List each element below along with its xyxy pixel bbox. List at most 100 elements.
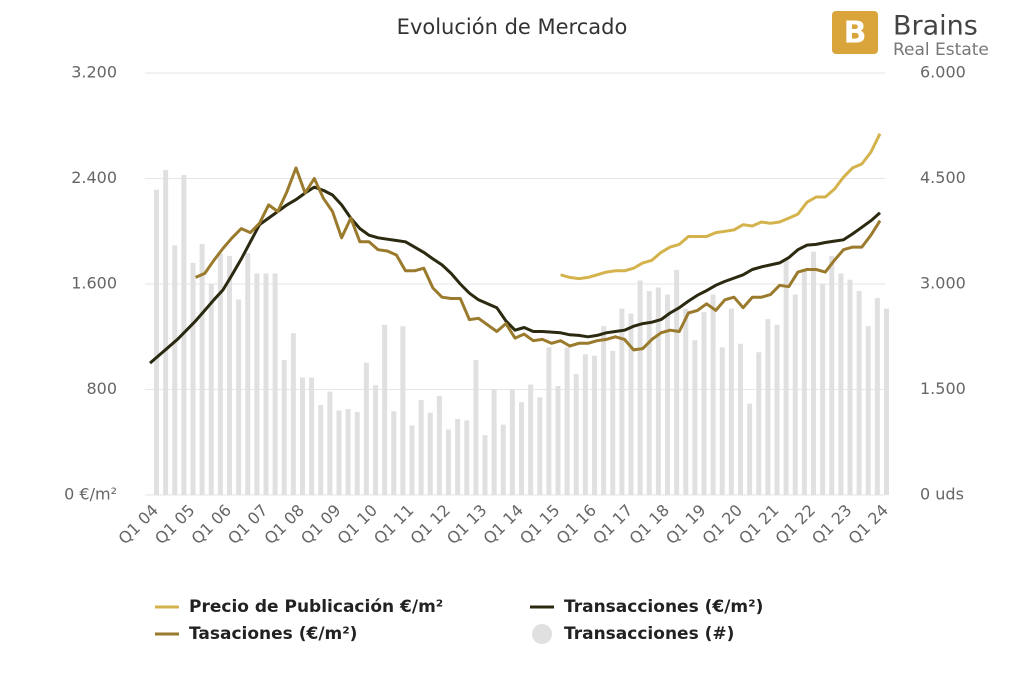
bar: [674, 269, 680, 495]
bar: [190, 262, 196, 495]
bar: [537, 397, 543, 495]
bar: [163, 170, 169, 495]
bar: [628, 313, 634, 495]
bar: [792, 294, 798, 495]
bar: [619, 308, 625, 495]
bar: [245, 253, 251, 495]
bar: [500, 424, 506, 495]
bar: [719, 347, 725, 495]
x-tick-label: Q1 08: [260, 501, 308, 549]
bar: [555, 385, 561, 495]
bar: [427, 412, 433, 495]
x-tick-label: Q1 18: [625, 501, 673, 549]
legend-label: Transacciones (#): [564, 624, 734, 644]
bar: [765, 319, 771, 495]
bar: [327, 391, 333, 495]
x-tick-label: Q1 05: [151, 501, 199, 549]
bar: [665, 294, 670, 495]
bar: [446, 429, 451, 495]
line: [560, 133, 882, 281]
y-tick-label: 3.200: [71, 63, 117, 82]
bar: [464, 420, 470, 495]
bar: [373, 385, 378, 495]
x-tick-label: Q1 13: [443, 501, 491, 549]
bar: [829, 255, 835, 495]
bar: [738, 343, 743, 495]
bar: [692, 340, 698, 495]
logo-letter: B: [844, 16, 867, 51]
y-tick-label: 1.600: [71, 274, 117, 293]
x-tick-label: Q1 22: [771, 501, 819, 549]
legend-label: Tasaciones (€/m²): [189, 624, 357, 644]
brand-tagline: Real Estate: [893, 40, 989, 60]
x-tick-label: Q1 07: [224, 501, 272, 549]
bar: [208, 284, 214, 495]
bar: [637, 280, 643, 495]
bar: [811, 251, 816, 495]
logo-icon: [832, 11, 878, 54]
x-tick-label: Q1 16: [552, 501, 600, 549]
bar: [756, 352, 762, 495]
bar: [409, 425, 415, 495]
x-tick-label: Q1 23: [808, 501, 856, 549]
bar: [683, 308, 689, 495]
bar: [236, 299, 242, 495]
y2-tick-label: 0 uds: [920, 485, 964, 504]
bar: [820, 284, 826, 495]
legend-symbol: [532, 624, 552, 644]
bar: [610, 350, 616, 495]
x-tick-label: Q1 14: [479, 501, 527, 549]
x-tick-label: Q1 09: [297, 501, 345, 549]
bar: [391, 411, 397, 495]
bar: [519, 402, 524, 495]
bar: [400, 326, 406, 495]
bar: [528, 384, 534, 495]
bar: [592, 355, 597, 495]
line: [195, 166, 882, 352]
bar: [884, 308, 889, 495]
bar: [838, 273, 844, 495]
x-tick-label: Q1 15: [516, 501, 564, 549]
bar: [491, 389, 497, 495]
bar: [336, 410, 342, 495]
bar: [382, 324, 388, 495]
bar: [473, 359, 479, 495]
x-tick-label: Q1 10: [333, 501, 381, 549]
bar: [783, 259, 789, 495]
bar: [227, 255, 232, 495]
bar: [865, 326, 871, 495]
y-tick-label: 0 €/m²: [64, 485, 117, 504]
bar: [710, 294, 716, 495]
bar: [199, 243, 205, 495]
bar: [455, 419, 461, 495]
x-tick-label: Q1 17: [589, 501, 637, 549]
bar: [363, 362, 369, 495]
bar: [646, 291, 652, 495]
bar: [801, 269, 807, 495]
bar: [281, 359, 287, 495]
bar: [272, 273, 278, 495]
brand-name: Brains: [893, 11, 978, 42]
bar: [564, 347, 570, 495]
bar: [154, 189, 159, 495]
bar: [418, 400, 424, 495]
x-tick-label: Q1 19: [662, 501, 710, 549]
x-tick-label: Q1 06: [187, 501, 235, 549]
legend-label: Precio de Publicación €/m²: [189, 597, 443, 617]
x-tick-label: Q1 04: [114, 501, 162, 549]
bar: [436, 395, 442, 495]
bar: [181, 174, 187, 495]
bar: [345, 409, 351, 495]
bar: [217, 253, 223, 495]
bar: [847, 279, 853, 495]
logo: B Brains Real Estate: [832, 11, 989, 60]
bar: [482, 435, 488, 495]
y2-tick-label: 4.500: [920, 168, 966, 187]
line: [149, 185, 881, 365]
bar: [172, 245, 178, 495]
bar: [582, 354, 588, 495]
legend-label: Transacciones (€/m²): [564, 597, 763, 617]
x-tick-label: Q1 24: [844, 501, 892, 549]
x-tick-label: Q1 12: [406, 501, 454, 549]
